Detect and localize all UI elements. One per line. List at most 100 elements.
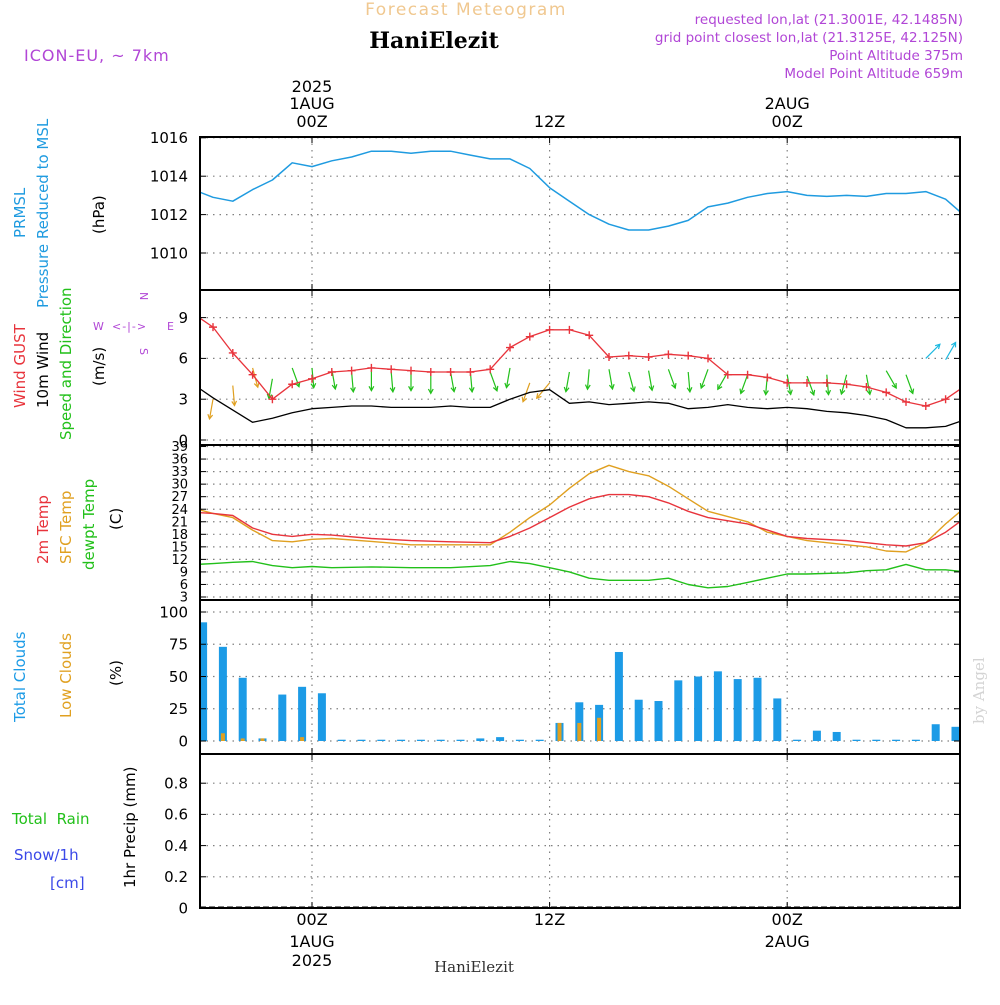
gust-marker [922,402,930,410]
total-cloud-bar [516,740,524,741]
low-cloud-bar [577,723,581,741]
gust-marker [763,373,771,381]
year-label-bottom: 2025 [292,951,333,970]
total-cloud-bar [457,740,465,741]
temp-unit: (C) [107,508,125,530]
total-cloud-bar [892,740,900,741]
wind-gust-label: Wind GUST [11,323,29,408]
pressure-label-1: PRMSL [11,187,29,238]
wind-arrow [946,342,956,359]
gust-marker [189,310,197,318]
total-cloud-bar [932,724,940,741]
y-tick-label: 100 [159,603,188,621]
total-cloud-bar [793,740,801,741]
y-tick-label: 6 [178,350,188,368]
pressure-unit: (hPa) [90,195,108,234]
day-label-bottom: 2AUG [765,932,810,951]
total-cloud-bar [219,647,227,741]
gust-marker [783,379,791,387]
gust-marker [625,352,633,360]
pressure-label-2: Pressure Reduced to MSL [34,118,52,308]
y-tick-label: 0 [178,899,188,917]
y-tick-label: 1010 [150,244,188,262]
gust-marker [981,376,989,384]
total-cloud-bar [397,740,405,741]
wind-arrow [176,413,183,432]
total-cloud-bar [674,680,682,741]
total-cloud-bar [912,740,920,741]
rain-label: Total Rain [11,810,90,828]
gust-marker [942,395,950,403]
total-cloud-bar [872,740,880,741]
gust-marker [348,367,356,375]
gust-marker [328,368,336,376]
temp-sfc-label: SFC Temp [57,491,75,564]
gust-marker [744,371,752,379]
total-cloud-bar [833,732,841,741]
frame-layer [200,137,960,908]
total-cloud-bar [971,727,979,741]
gust-marker [387,365,395,373]
snow-unit: [cm] [50,874,85,892]
total-cloud-bar [496,737,504,741]
time-label-top: 00Z [772,112,803,131]
y-tick-label: 0.6 [164,806,188,824]
total-cloud-bar [358,740,366,741]
clouds-total-label: Total Clouds [11,631,29,723]
total-cloud-bar [853,740,861,741]
low-cloud-bar [300,737,304,741]
gust-marker [823,379,831,387]
total-cloud-bar [991,723,999,741]
gust-marker [684,352,692,360]
total-cloud-bar [278,695,286,741]
clouds-unit: (%) [107,660,125,686]
panel-frame [200,290,960,445]
day-label-bottom: 1AUG [289,932,334,951]
y-tick-label: 3 [178,390,188,408]
y-tick-label: 0.4 [164,837,188,855]
low-cloud-bar [597,718,601,741]
gust-marker [407,367,415,375]
footer-location-name: HaniElezit [434,958,514,976]
y-tick-label: 0.8 [164,774,188,792]
faded-title: Forecast Meteogram [365,0,567,20]
total-cloud-bar [754,678,762,741]
temp-2m-label: 2m Temp [34,495,52,564]
gust-marker [961,382,969,390]
wind-arrow-head [984,337,989,342]
gust-marker [466,368,474,376]
total-cloud-bar [635,700,643,741]
day-label-top: 2AUG [765,94,810,113]
gust-marker [664,350,672,358]
time-label-bottom: 00Z [772,910,803,929]
compass-rose: N <-|-> W E S [93,292,174,355]
location-name: HaniElezit [369,28,499,54]
panel-frame [200,445,960,600]
total-cloud-bar [615,652,623,741]
total-cloud-bar [714,671,722,741]
y-tick-label: 1012 [150,206,188,224]
gust-marker [645,353,653,361]
wind-arrow [965,337,972,356]
gust-marker [367,364,375,372]
total-cloud-bar [417,740,425,741]
compass-w: W [93,320,104,333]
plot-layer [169,151,1000,907]
gust-marker [427,368,435,376]
time-label-bottom: 12Z [534,910,565,929]
precip-axis-label: 1hr Precip (mm) [121,767,139,888]
snow-label: Snow/1h [14,846,79,864]
panel-frame [200,754,960,908]
model-altitude: Model Point Altitude 659m [784,66,963,82]
y-tick-label: 50 [169,668,188,686]
wind-speed-dir-label: Speed and Direction [57,287,75,440]
total-cloud-bar [813,731,821,741]
y-tick-label: 1016 [150,129,188,147]
total-cloud-bar [536,740,544,741]
low-cloud-bar [261,738,265,741]
temp-dewpt-label: dewpt Temp [80,479,98,570]
compass-n: N [137,292,150,300]
gust-marker [882,388,890,396]
